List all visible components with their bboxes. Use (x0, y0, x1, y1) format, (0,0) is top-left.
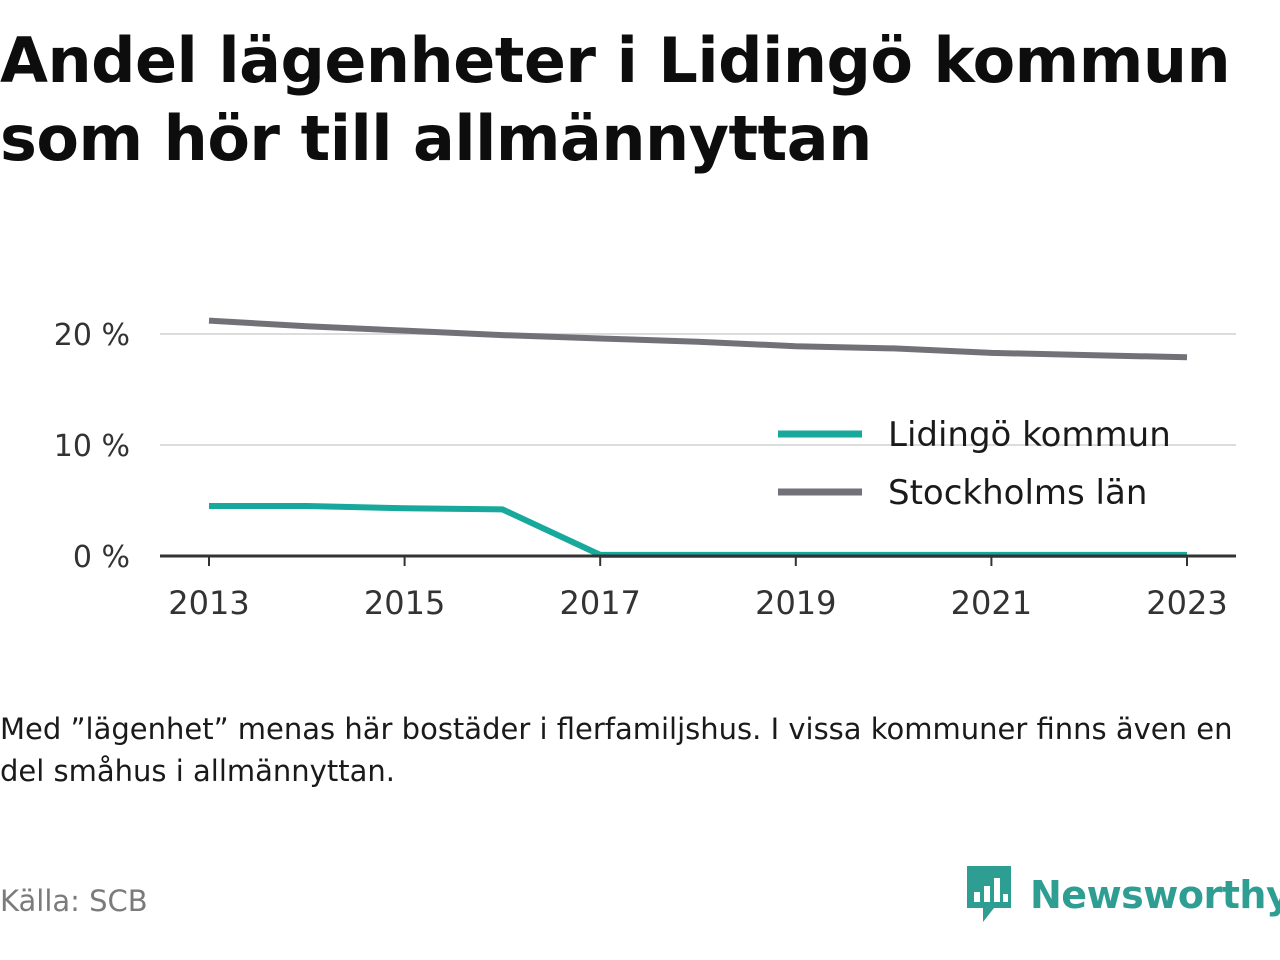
legend: Lidingö kommun Stockholms län (778, 415, 1171, 513)
brand-name: Newsworthy (1030, 873, 1280, 917)
x-tick-label: 2019 (755, 584, 836, 622)
chart-title-line-1: Andel lägenheter i Lidingö kommun (0, 24, 1231, 97)
x-tick-label: 2023 (1146, 584, 1227, 622)
y-tick-label: 10 % (54, 429, 130, 464)
chart-title: Andel lägenheter i Lidingö kommun som hö… (0, 22, 1270, 178)
newsworthy-logo: Newsworthy (964, 864, 1280, 926)
footnote: Med ”lägenhet” menas här bostäder i fler… (0, 712, 1233, 788)
gridlines (160, 333, 1236, 446)
y-tick-label: 0 % (73, 540, 130, 575)
source-credit: Källa: SCB (0, 884, 148, 918)
x-tick-label: 2015 (364, 584, 445, 622)
legend-label: Stockholms län (888, 473, 1147, 513)
series-line (208, 317, 1188, 361)
legend-label: Lidingö kommun (888, 415, 1171, 455)
chart-title-line-2: som hör till allmännyttan (0, 102, 872, 175)
x-tick-label: 2021 (951, 584, 1032, 622)
line-chart: 0 % 10 % 20 % 2013 2015 2017 2019 2021 2023 Lidi… (54, 317, 1236, 622)
axes: 0 % 10 % 20 % 2013 2015 2017 2019 2021 2023 (54, 318, 1236, 622)
x-tick-label: 2013 (168, 584, 249, 622)
x-tick-label: 2017 (559, 584, 640, 622)
series-line (209, 503, 1187, 558)
y-tick-label: 20 % (54, 318, 130, 353)
bar-chart-speech-bubble-icon (967, 866, 1011, 922)
